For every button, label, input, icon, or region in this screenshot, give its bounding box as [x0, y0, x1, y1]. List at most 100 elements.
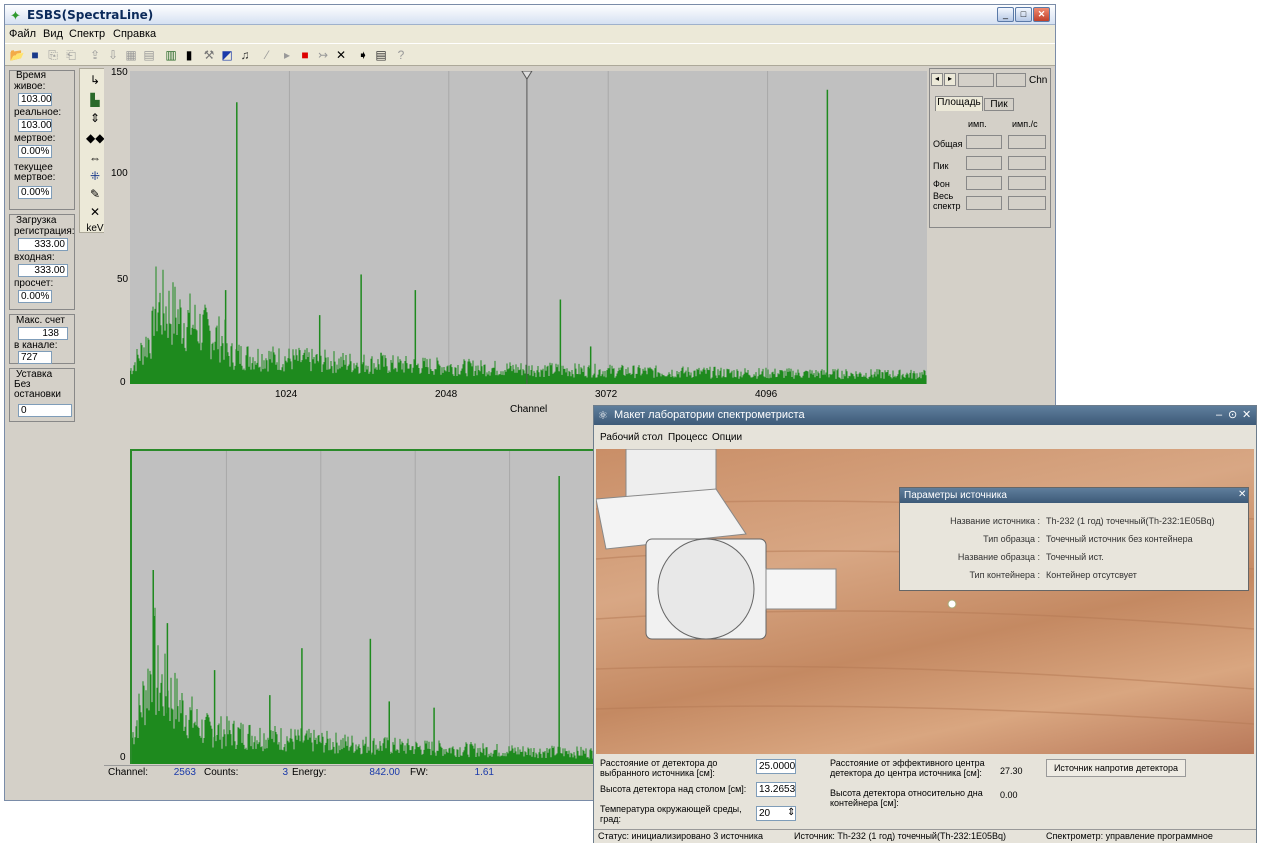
current-dead-label-2: мертвое: — [14, 172, 56, 183]
histogram-icon[interactable]: ▮ — [185, 48, 193, 62]
menu-help[interactable]: Справка — [113, 28, 157, 40]
x-tick-2048: 2048 — [435, 389, 458, 400]
height-input[interactable]: 13.2653 — [756, 782, 796, 797]
param-sample-name-value: Точечный ист. — [1046, 552, 1104, 562]
tab-peak[interactable]: Пик — [984, 98, 1014, 111]
maximize-button[interactable]: □ — [1015, 7, 1032, 22]
close-button[interactable]: ✕ — [1033, 7, 1050, 22]
import-icon[interactable]: ⇪ — [89, 48, 101, 62]
param-sample-name-label: Название образца : — [957, 552, 1040, 562]
relative-height-label: Высота детектора относительно дна контей… — [830, 788, 983, 808]
grid-icon[interactable]: ▦ — [125, 48, 137, 62]
temperature-label: Температура окружающей среды, град: — [600, 804, 742, 824]
peaks-icon[interactable]: ◆◆ — [86, 131, 105, 145]
height-label: Высота детектора над столом [см]: — [600, 784, 747, 794]
spectrum-view-icon[interactable]: ▙ — [90, 93, 100, 107]
spectrum-icon[interactable]: ▥ — [165, 48, 177, 62]
all-imp-field — [966, 196, 1002, 210]
fw-value: 1.61 — [474, 767, 494, 778]
bottom-plot-area: 0 — [104, 418, 604, 764]
lab-menu-process[interactable]: Процесс — [668, 432, 708, 443]
source-opposite-button[interactable]: Источник напротив детектора — [1046, 759, 1186, 777]
peak-imp-field — [966, 156, 1002, 170]
lab-spectrometer-text: Спектрометр: управление программное — [1046, 831, 1213, 841]
temperature-input[interactable]: 20 — [756, 806, 796, 821]
lab-menu-options[interactable]: Опции — [712, 432, 743, 443]
pencil-icon[interactable]: ✎ — [89, 187, 101, 201]
menu-view[interactable]: Вид — [43, 28, 63, 40]
menu-bar: Файл Вид Спектр Справка — [5, 25, 1055, 43]
in-channel-label: в канале: — [14, 340, 58, 351]
row-all: Весь — [933, 191, 954, 201]
paste-icon[interactable]: ⎗ — [66, 48, 76, 62]
clear-markers-icon[interactable]: ✕ — [89, 205, 101, 219]
save-icon[interactable]: ■ — [31, 48, 39, 62]
markers-icon[interactable]: ⁜ — [89, 169, 101, 183]
next-channel-button[interactable]: ▸ — [944, 73, 956, 86]
kev-button[interactable]: keV — [86, 223, 104, 234]
prev-channel-button[interactable]: ◂ — [931, 73, 943, 86]
minimize-button[interactable]: _ — [997, 7, 1014, 22]
temperature-spinner-icon[interactable]: ⇕ — [787, 807, 796, 818]
title-bar: ✦ ESBS(SpectraLine) _ □ ✕ — [5, 5, 1055, 25]
table-icon[interactable]: ▤ — [143, 48, 155, 62]
live-label: живое: — [14, 81, 46, 92]
time-group: Время живое: 103.00 реальное: 103.00 мер… — [9, 70, 75, 210]
tab-area[interactable]: Площадь — [935, 96, 983, 111]
lab-3d-scene[interactable]: Параметры источника ✕ Название источника… — [596, 449, 1254, 754]
window-title: ESBS(SpectraLine) — [27, 8, 154, 22]
source-params-title: Параметры источника — [900, 488, 1248, 503]
energy-value: 842.00 — [369, 767, 400, 778]
bottom-plot[interactable] — [130, 449, 604, 764]
total-imp-field — [966, 135, 1002, 149]
time-group-title: Время — [16, 70, 47, 81]
step-icon[interactable]: ↣ — [317, 48, 329, 62]
input-rate-label: входная: — [14, 252, 55, 263]
dead-label: мертвое: — [14, 133, 56, 144]
col-imp: имп. — [968, 119, 987, 129]
expand-x-icon[interactable]: ⇔ — [89, 151, 101, 165]
right-panel: ◂ ▸ Chn Площадь Пик имп. имп./с Общая Пи… — [929, 68, 1051, 228]
counts-label: Counts: — [204, 767, 239, 778]
menu-file[interactable]: Файл — [9, 28, 37, 40]
lab-close-icon[interactable]: ✕ — [1242, 409, 1252, 421]
open-icon[interactable]: 📂 — [9, 48, 25, 62]
lab-title-bar: ⚛ Макет лаборатории спектрометриста – ⊙ … — [594, 406, 1256, 425]
play-icon[interactable]: ▸ — [283, 48, 291, 62]
lab-maximize-icon[interactable]: ⊙ — [1228, 409, 1238, 421]
zoom-y-icon[interactable]: ⇕ — [89, 111, 101, 125]
registration-label: регистрация: — [14, 226, 75, 237]
help-icon[interactable]: ? — [397, 48, 405, 62]
peak-imps-field — [1008, 156, 1046, 170]
param-container-label: Тип контейнера : — [969, 570, 1040, 580]
current-dead-field: 0.00% — [18, 186, 52, 199]
max-count-group: Макс. счет 138 в канале: 727 — [9, 314, 75, 364]
fw-label: FW: — [410, 767, 429, 778]
channel-input-1[interactable] — [958, 73, 994, 87]
copy-icon[interactable]: ⎘ — [48, 48, 58, 62]
menu-spectrum[interactable]: Спектр — [69, 28, 106, 40]
marker-icon[interactable]: ⁄ — [265, 48, 268, 62]
tools-icon[interactable]: ⚒ — [203, 48, 215, 62]
forward-icon[interactable]: ➧ — [357, 48, 369, 62]
setpoint-field[interactable]: 0 — [18, 404, 72, 417]
report-icon[interactable]: ▤ — [375, 48, 387, 62]
eff-distance-label: Расстояние от эффективного центра детект… — [830, 758, 985, 778]
channel-input-2[interactable] — [996, 73, 1026, 87]
lab-menu-desktop[interactable]: Рабочий стол — [600, 432, 663, 443]
bell-icon[interactable]: ♫ — [240, 48, 250, 62]
distance-input[interactable]: 25.0000 — [756, 759, 796, 774]
load-group: Загрузка регистрация: 333.00 входная: 33… — [9, 214, 75, 310]
counts-value: 3 — [282, 767, 288, 778]
miss-label: просчет: — [14, 278, 54, 289]
lab-minimize-icon[interactable]: – — [1216, 409, 1223, 421]
calibrate-icon[interactable]: ◩ — [221, 48, 233, 62]
lab-scene-svg — [596, 449, 1254, 725]
axis-icon[interactable]: ↳ — [89, 73, 101, 87]
params-close-icon[interactable]: ✕ — [1238, 489, 1247, 500]
clear-icon[interactable]: ✕ — [335, 48, 347, 62]
bottom-spectrum-svg — [132, 451, 604, 764]
stop-icon[interactable]: ■ — [301, 48, 309, 62]
top-plot[interactable] — [130, 71, 927, 384]
export-icon[interactable]: ⇩ — [107, 48, 119, 62]
